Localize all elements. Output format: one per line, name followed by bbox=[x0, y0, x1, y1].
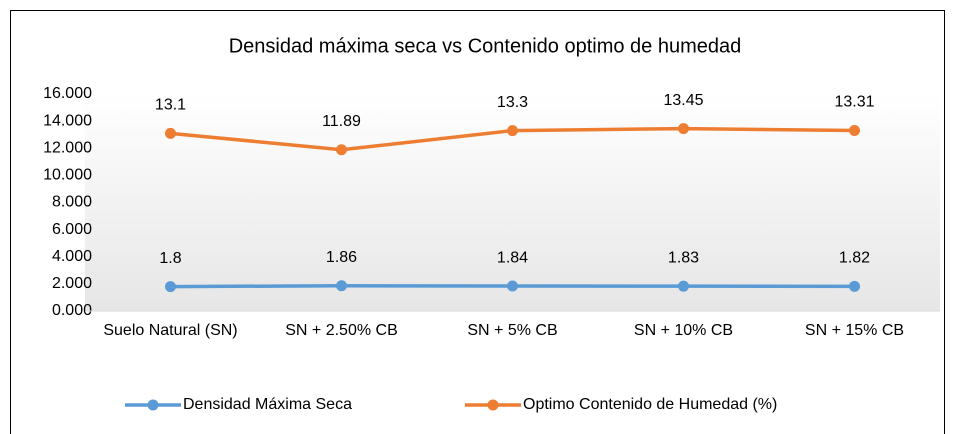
y-tick-label: 10.000 bbox=[43, 167, 92, 184]
data-label: 1.83 bbox=[668, 249, 699, 266]
y-tick-label: 12.000 bbox=[43, 139, 92, 156]
legend-marker bbox=[487, 399, 499, 411]
data-label: 13.45 bbox=[663, 92, 703, 109]
point bbox=[165, 281, 176, 293]
y-tick-label: 4.000 bbox=[52, 248, 92, 265]
point bbox=[336, 144, 347, 156]
point bbox=[507, 280, 518, 292]
data-label: 1.8 bbox=[159, 250, 181, 267]
legend-marker bbox=[147, 399, 159, 411]
data-label: 11.89 bbox=[322, 113, 361, 130]
point bbox=[678, 123, 689, 135]
point bbox=[849, 280, 860, 292]
legend-label: Optimo Contenido de Humedad (%) bbox=[523, 396, 777, 413]
x-tick-label: SN + 5% CB bbox=[467, 322, 558, 339]
y-tick-label: 16.000 bbox=[43, 85, 92, 102]
point bbox=[849, 124, 860, 136]
data-label: 1.82 bbox=[839, 250, 870, 267]
point bbox=[507, 125, 518, 137]
y-tick-label: 14.000 bbox=[43, 112, 92, 129]
data-label: 13.3 bbox=[497, 94, 528, 111]
legend-label: Densidad Máxima Seca bbox=[183, 396, 352, 413]
y-tick-label: 2.000 bbox=[52, 275, 92, 292]
point bbox=[336, 280, 347, 292]
y-tick-label: 8.000 bbox=[52, 194, 92, 211]
data-label: 13.31 bbox=[834, 94, 874, 111]
point bbox=[678, 280, 689, 292]
x-tick-label: Suelo Natural (SN) bbox=[103, 322, 238, 339]
data-label: 1.86 bbox=[326, 249, 357, 266]
data-label: 1.84 bbox=[497, 249, 528, 266]
point bbox=[165, 127, 176, 139]
y-tick-label: 0.000 bbox=[52, 302, 92, 319]
x-tick-label: SN + 15% CB bbox=[804, 322, 905, 339]
data-label: 13.1 bbox=[155, 97, 186, 114]
chart-title: Densidad máxima seca vs Contenido optimo… bbox=[229, 35, 742, 57]
x-tick-label: SN + 10% CB bbox=[633, 322, 734, 339]
y-tick-label: 6.000 bbox=[52, 221, 92, 238]
x-tick-label: SN + 2.50% CB bbox=[285, 322, 398, 339]
